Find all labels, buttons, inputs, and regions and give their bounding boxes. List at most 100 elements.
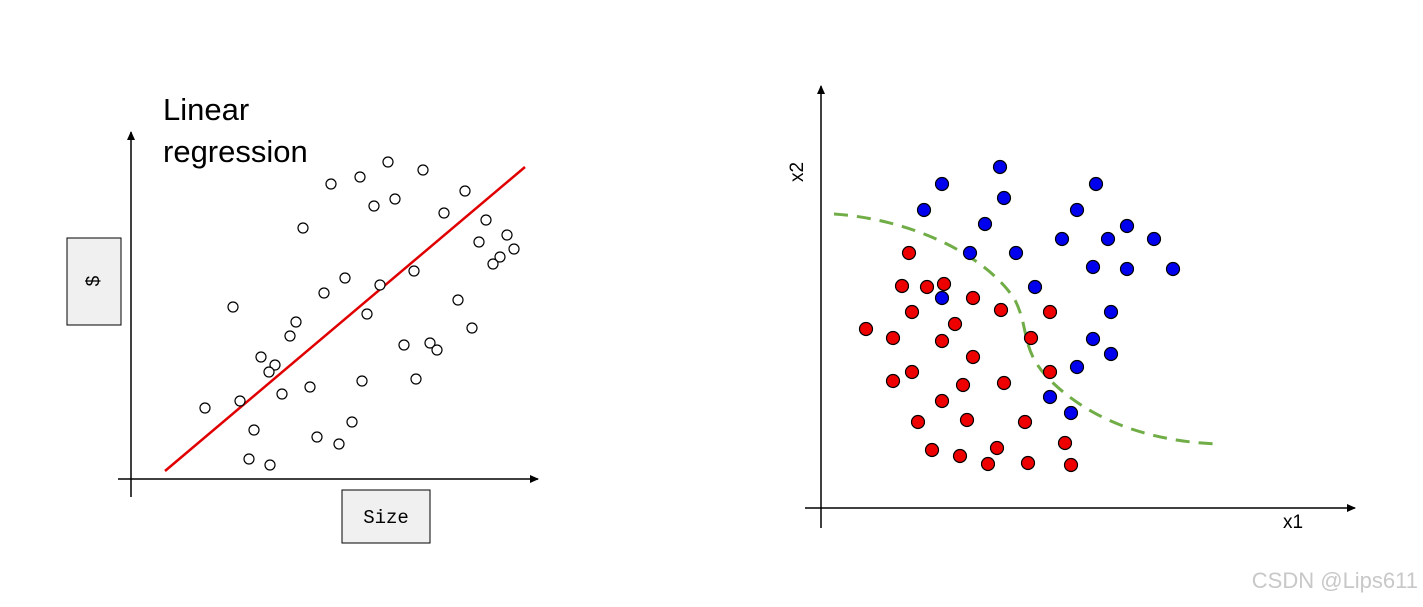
watermark: CSDN @Lips611 (1252, 568, 1418, 593)
blue-point (934, 290, 950, 306)
red-point (947, 316, 963, 332)
red-point (901, 245, 917, 261)
sample-point (398, 339, 410, 351)
sample-point (356, 375, 368, 387)
blue-point (1069, 202, 1085, 218)
red-point (989, 440, 1005, 456)
sample-point (368, 200, 380, 212)
x-label: x1 (1283, 512, 1303, 533)
y-label-box (66, 237, 122, 326)
decision-boundary (833, 212, 1221, 446)
sample-point (466, 322, 478, 334)
blue-point (1054, 231, 1070, 247)
sample-point (311, 431, 323, 443)
sample-point (227, 301, 239, 313)
sample-point (304, 381, 316, 393)
red-point (996, 375, 1012, 391)
blue-point (1100, 231, 1116, 247)
sample-point (452, 294, 464, 306)
red-point (965, 290, 981, 306)
blue-point (916, 202, 932, 218)
sample-point (269, 359, 281, 371)
linear-regression-panel: Linear regression $ Size (66, 92, 539, 544)
y-label: x2 (787, 162, 808, 182)
classification-panel: x2 x1 (787, 85, 1356, 533)
blue-point (1146, 231, 1162, 247)
sample-point (424, 337, 436, 349)
sample-point (339, 272, 351, 284)
x-label: Size (363, 507, 409, 529)
red-point (858, 321, 874, 337)
blue-point (996, 190, 1012, 206)
blue-point (1069, 359, 1085, 375)
sample-point (431, 344, 443, 356)
title-line: regression (163, 134, 308, 169)
red-point (955, 377, 971, 393)
blue-point (1165, 261, 1181, 277)
blue-point (962, 245, 978, 261)
sample-point (284, 330, 296, 342)
sample-point (333, 438, 345, 450)
regression-line (164, 166, 526, 472)
sample-point (473, 236, 485, 248)
sample-point (501, 229, 513, 241)
red-point (952, 448, 968, 464)
blue-point (1063, 405, 1079, 421)
blue-point (977, 216, 993, 232)
sample-point (290, 316, 302, 328)
sample-point (199, 402, 211, 414)
sample-point (494, 251, 506, 263)
blue-point (1008, 245, 1024, 261)
red-point (934, 333, 950, 349)
red-point (1017, 414, 1033, 430)
sample-point (408, 265, 420, 277)
sample-point (354, 171, 366, 183)
sample-point (361, 308, 373, 320)
sample-point (248, 424, 260, 436)
red-point (980, 456, 996, 472)
sample-point (234, 395, 246, 407)
red-point (1057, 435, 1073, 451)
sample-point (263, 366, 275, 378)
sample-point (487, 258, 499, 270)
sample-point (255, 351, 267, 363)
sample-point (459, 185, 471, 197)
red-point (965, 349, 981, 365)
sample-point (438, 207, 450, 219)
blue-point (1042, 389, 1058, 405)
blue-point (992, 159, 1008, 175)
red-point (919, 279, 935, 295)
y-label: $ (83, 275, 105, 286)
red-point (894, 278, 910, 294)
sample-point (508, 243, 520, 255)
sample-point (374, 279, 386, 291)
red-point (1063, 457, 1079, 473)
blue-point (1119, 218, 1135, 234)
blue-point (1088, 176, 1104, 192)
red-point (885, 373, 901, 389)
red-point (1042, 364, 1058, 380)
red-point (959, 412, 975, 428)
red-point (885, 330, 901, 346)
red-point (1023, 330, 1039, 346)
blue-point (1085, 259, 1101, 275)
sample-point (325, 178, 337, 190)
sample-point (243, 453, 255, 465)
sample-point (382, 156, 394, 168)
red-point (924, 442, 940, 458)
sample-point (389, 193, 401, 205)
sample-point (318, 287, 330, 299)
red-point (936, 276, 952, 292)
blue-point (934, 176, 950, 192)
sample-point (276, 388, 288, 400)
red-point (993, 302, 1009, 318)
sample-point (264, 459, 276, 471)
red-point (934, 393, 950, 409)
red-point (1042, 304, 1058, 320)
x-label-box (341, 489, 431, 544)
sample-point (410, 373, 422, 385)
blue-point (1085, 331, 1101, 347)
red-point (910, 414, 926, 430)
sample-point (480, 214, 492, 226)
